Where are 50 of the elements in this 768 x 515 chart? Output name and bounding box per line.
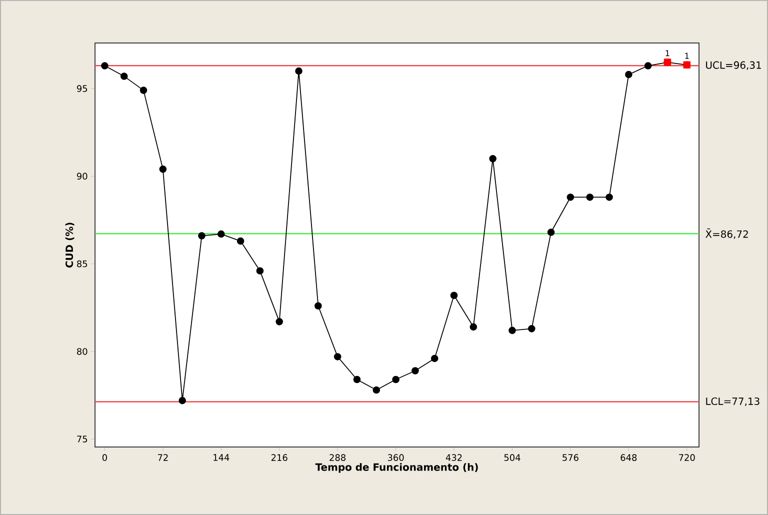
ref-line-label: X̄=86,72 [705, 228, 748, 239]
point [101, 62, 108, 70]
point [450, 292, 458, 300]
y-tick-label: 85 [77, 260, 88, 268]
point [528, 325, 536, 332]
x-tick-label: 72 [158, 454, 168, 461]
point [489, 155, 496, 162]
point [159, 166, 167, 173]
point [120, 72, 128, 80]
point [353, 376, 361, 384]
x-tick-label: 720 [679, 454, 695, 461]
x-axis-title: Tempo de Funcionamento (h) [315, 463, 478, 473]
point [606, 194, 613, 201]
point [140, 86, 148, 94]
point [178, 396, 186, 404]
point [372, 386, 380, 394]
point [586, 194, 594, 201]
point [625, 70, 632, 78]
y-tick-label: 95 [76, 85, 88, 92]
x-tick-label: 504 [504, 454, 520, 461]
x-tick-label: 0 [102, 454, 107, 461]
point [412, 367, 419, 374]
x-tick-label: 216 [271, 454, 288, 461]
point [547, 228, 555, 236]
x-tick-label: 648 [620, 454, 637, 461]
point [392, 376, 400, 384]
y-tick-label: 90 [76, 172, 88, 180]
x-tick-label: 144 [214, 454, 230, 461]
point [644, 62, 652, 70]
point [314, 302, 322, 310]
ref-line-label: LCL=77,13 [706, 397, 760, 406]
point [198, 232, 206, 240]
point [256, 267, 264, 274]
y-axis-title: CUD (%) [65, 222, 74, 268]
point [236, 237, 244, 245]
point [470, 323, 478, 331]
point [508, 326, 516, 334]
point [566, 194, 574, 201]
x-tick-label: 432 [446, 454, 462, 461]
point [276, 318, 284, 326]
point [430, 354, 438, 362]
y-tick-label: 75 [77, 436, 88, 442]
ref-line-label: UCL=96,31 [706, 61, 761, 70]
point [295, 67, 302, 75]
x-tick-label: 288 [330, 454, 346, 461]
point [334, 353, 342, 360]
point [217, 230, 225, 238]
y-tick-label: 80 [77, 348, 88, 355]
x-tick-label: 360 [388, 454, 404, 461]
x-tick-label: 576 [562, 454, 578, 461]
